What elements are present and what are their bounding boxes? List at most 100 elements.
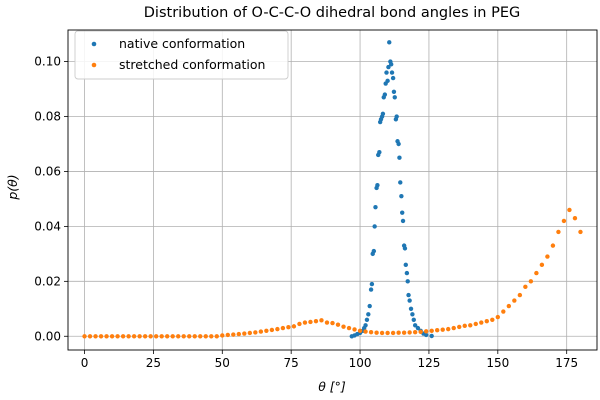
data-point: [539, 262, 545, 268]
data-point: [386, 64, 391, 70]
data-point: [384, 70, 389, 75]
data-point: [398, 180, 403, 185]
data-point: [567, 207, 572, 213]
data-point: [388, 62, 394, 67]
data-point: [286, 325, 291, 330]
data-point: [335, 322, 341, 327]
data-point: [214, 334, 219, 339]
legend: native conformation stretched conformati…: [74, 30, 289, 80]
data-point: [373, 204, 378, 210]
data-point: [330, 320, 335, 326]
data-point: [98, 334, 104, 339]
data-point: [363, 323, 368, 328]
data-point: [308, 319, 313, 325]
data-point: [369, 281, 375, 287]
data-point: [561, 218, 567, 224]
data-point: [572, 215, 578, 221]
data-point: [209, 334, 214, 339]
data-point: [247, 330, 253, 336]
data-point: [390, 330, 396, 336]
data-point: [115, 334, 120, 339]
data-point: [512, 298, 517, 303]
data-point: [490, 317, 495, 322]
data-point: [528, 279, 534, 284]
data-point: [397, 155, 402, 160]
legend-label-native: native conformation: [119, 36, 245, 51]
data-point: [473, 321, 478, 327]
y-tick-label: 0.06: [34, 164, 61, 178]
data-point: [410, 312, 415, 317]
data-point: [275, 326, 280, 332]
data-point: [385, 78, 390, 84]
data-point: [187, 334, 192, 339]
data-point: [400, 218, 406, 224]
data-point: [578, 229, 583, 235]
data-point: [423, 332, 429, 338]
data-point: [394, 114, 399, 119]
data-point: [402, 246, 408, 251]
data-point: [170, 334, 175, 339]
data-point: [412, 323, 418, 328]
data-point: [387, 40, 392, 45]
data-point: [264, 328, 269, 333]
data-point: [404, 270, 410, 276]
data-point: [148, 334, 153, 339]
data-point: [377, 150, 382, 155]
data-point: [545, 254, 550, 259]
y-tick-label: 0.10: [34, 55, 61, 69]
data-point: [415, 325, 421, 331]
data-point: [372, 224, 377, 229]
x-axis-label: θ [°]: [318, 379, 346, 394]
x-tick-label: 175: [555, 356, 578, 370]
data-point: [457, 324, 462, 330]
data-point: [380, 111, 386, 116]
data-point: [126, 334, 131, 339]
x-tick-label: 75: [284, 356, 299, 370]
data-point: [104, 334, 109, 339]
data-point: [451, 325, 456, 331]
data-point: [418, 329, 423, 335]
data-point: [192, 334, 197, 339]
data-point: [412, 329, 418, 335]
data-point: [142, 334, 148, 339]
y-tick-label: 0.02: [34, 274, 61, 288]
x-tick-label: 25: [146, 356, 161, 370]
data-point: [382, 92, 388, 97]
data-point: [495, 314, 501, 320]
x-axis: 0 25 50 75 100 125 150 175: [81, 350, 578, 370]
data-point: [363, 329, 368, 334]
x-tick-label: 150: [486, 356, 509, 370]
data-point: [406, 292, 411, 298]
data-point: [391, 89, 397, 95]
y-axis-label: p(θ): [5, 174, 20, 200]
data-point: [253, 330, 258, 335]
data-point: [153, 334, 159, 339]
data-point: [269, 327, 275, 333]
data-point: [550, 243, 556, 248]
data-point: [401, 330, 407, 335]
y-tick-label: 0.08: [34, 110, 61, 124]
data-point: [408, 306, 414, 311]
x-tick-label: 0: [81, 356, 89, 370]
data-point: [440, 327, 445, 332]
legend-marker-stretched: [91, 62, 97, 68]
data-point: [364, 317, 370, 322]
data-point: [556, 229, 561, 235]
data-point: [385, 330, 390, 336]
data-point: [297, 321, 302, 327]
data-point: [396, 141, 401, 147]
grid-lines: [68, 30, 597, 350]
data-point: [313, 318, 319, 324]
data-point: [176, 334, 181, 339]
data-point: [375, 182, 380, 188]
data-point: [429, 328, 434, 333]
data-point: [523, 284, 528, 290]
data-point: [501, 309, 506, 314]
data-point: [366, 312, 371, 317]
data-point: [352, 327, 357, 332]
data-point: [405, 279, 410, 284]
data-point: [403, 262, 408, 268]
data-point: [341, 324, 346, 329]
data-point: [429, 333, 434, 339]
data-point: [137, 334, 142, 339]
